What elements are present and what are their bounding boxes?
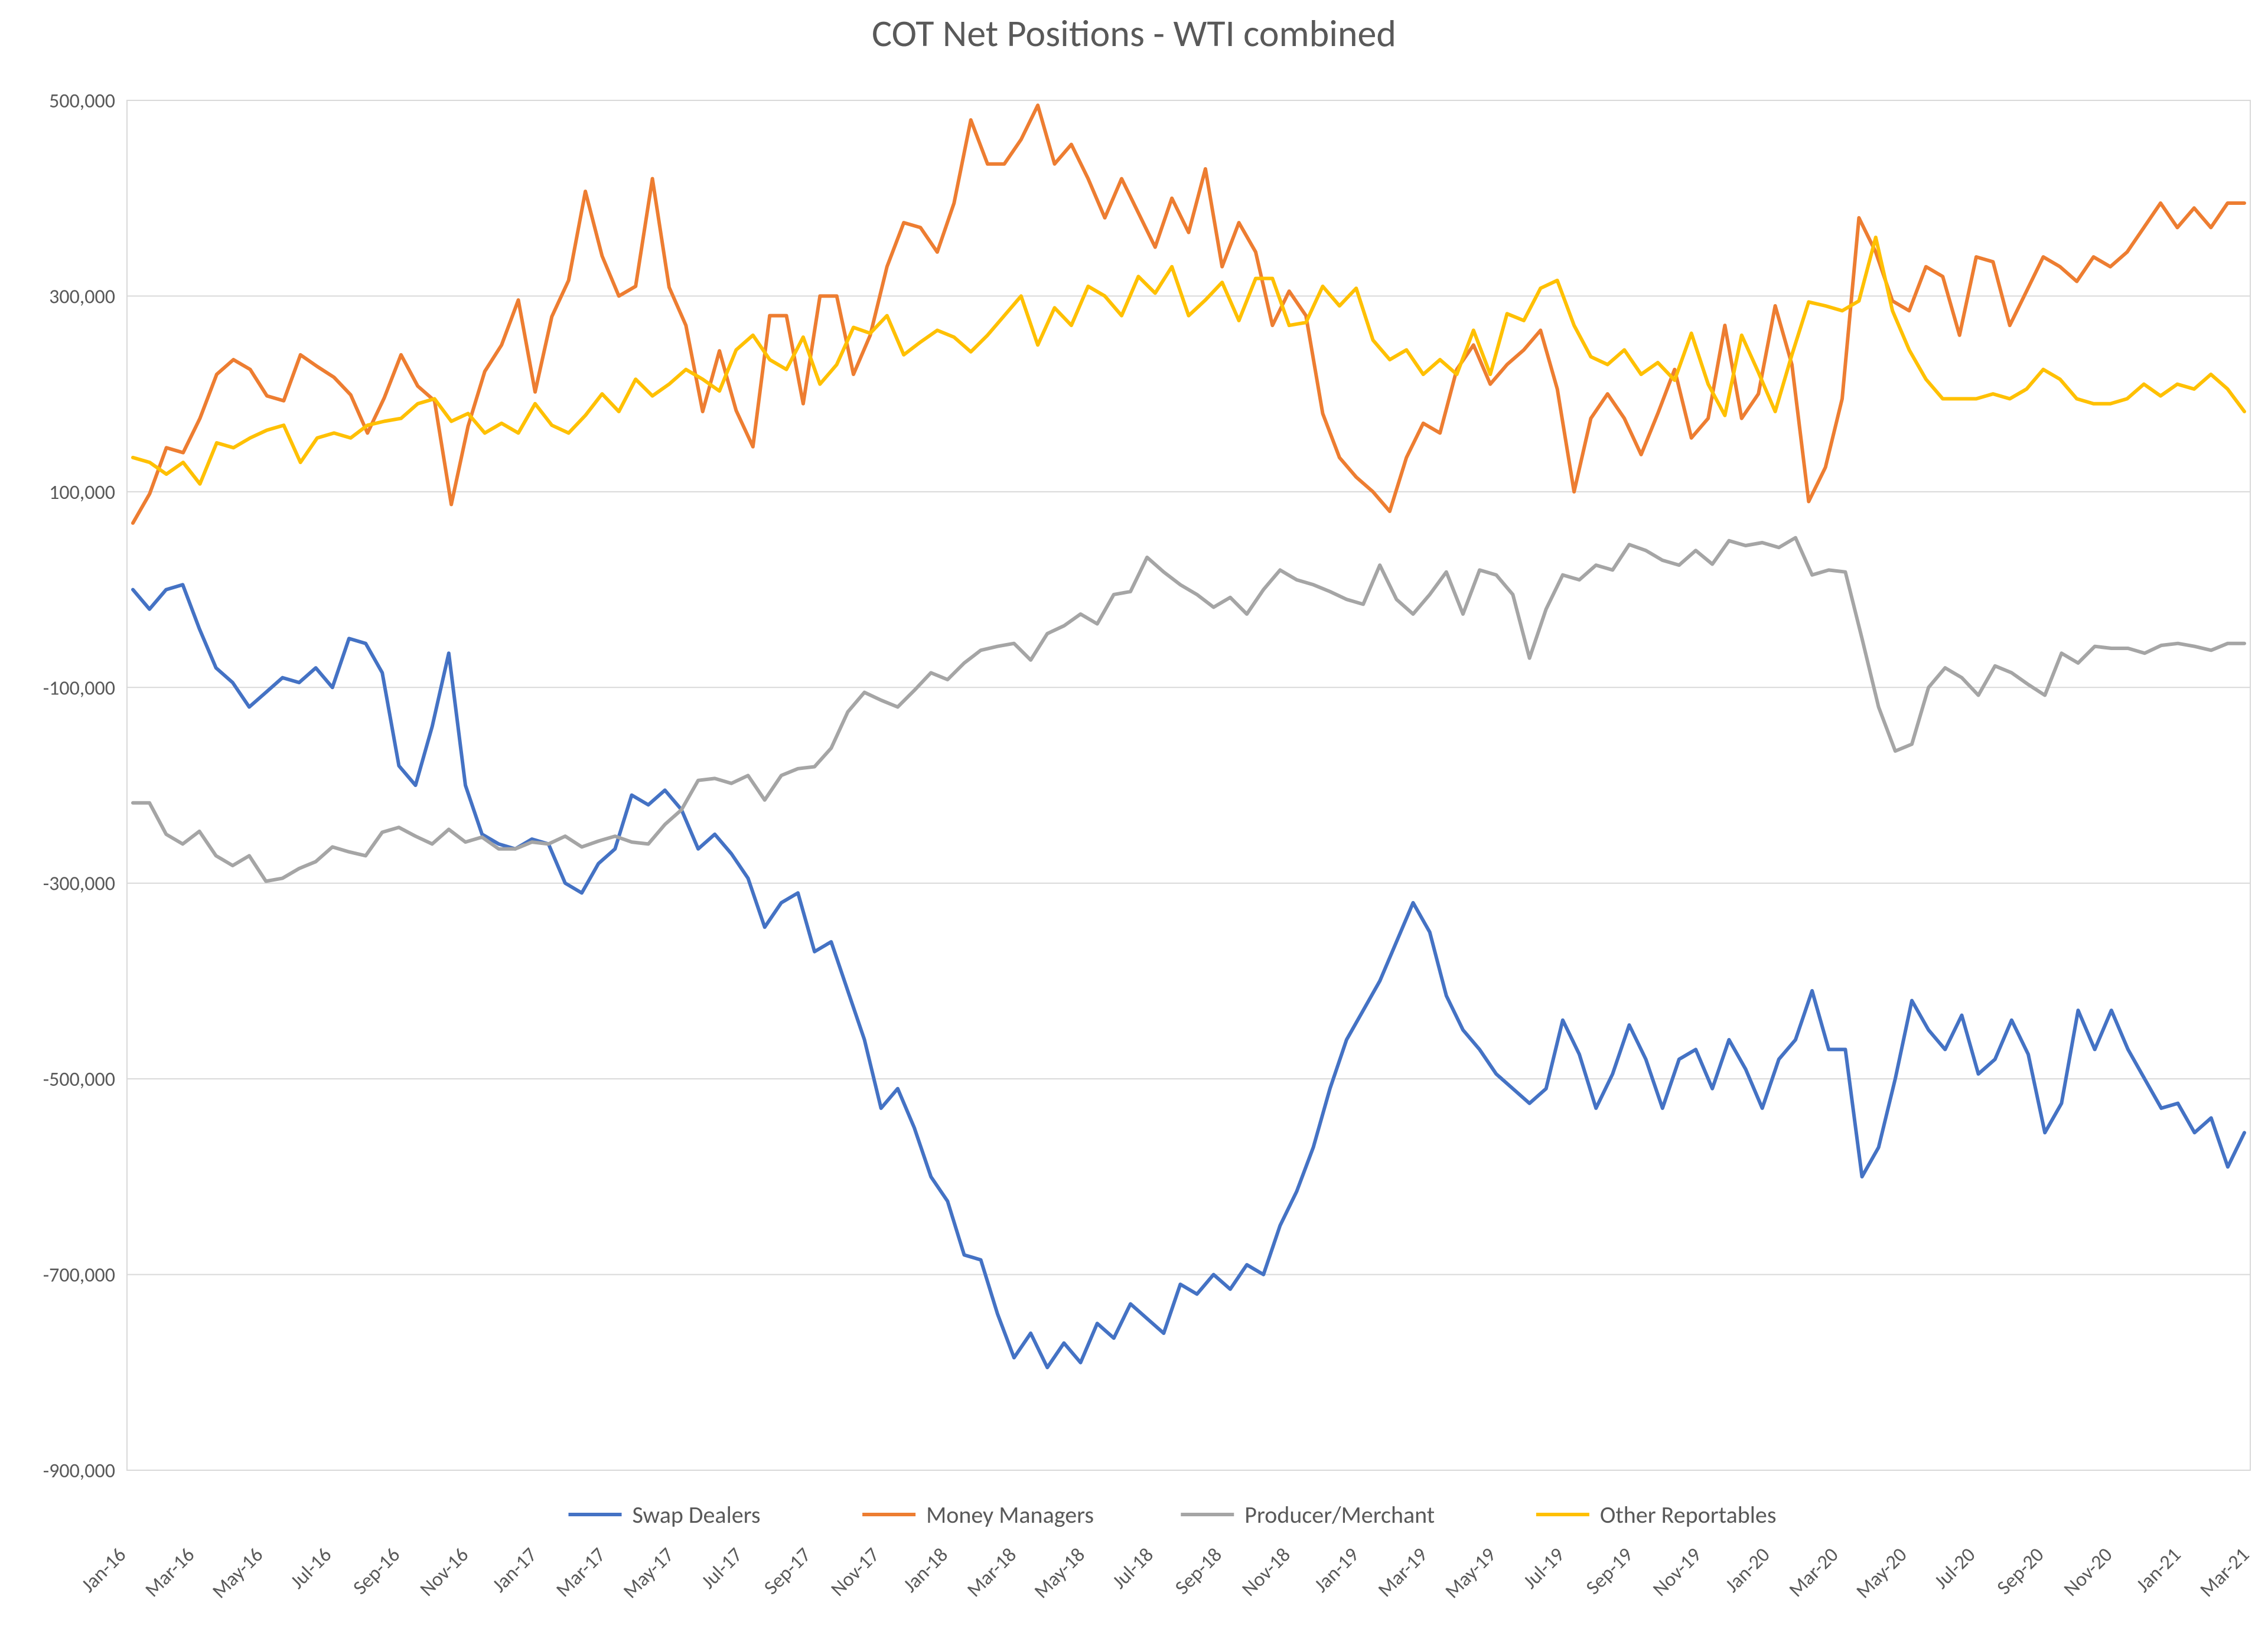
y-axis-label: 100,000 [49, 481, 115, 505]
legend-label: Swap Dealers [633, 1500, 761, 1529]
chart-container: COT Net Positions - WTI combined -900,00… [0, 0, 2268, 1645]
y-axis-label: -300,000 [43, 872, 115, 896]
chart-background [0, 0, 2268, 1645]
y-axis-label: -500,000 [43, 1068, 115, 1092]
y-axis-label: -900,000 [43, 1459, 115, 1483]
chart-title: COT Net Positions - WTI combined [0, 11, 2268, 57]
legend-label: Other Reportables [1600, 1500, 1777, 1529]
y-axis-label: -700,000 [43, 1264, 115, 1288]
y-axis-label: 500,000 [49, 89, 115, 113]
legend-label: Producer/Merchant [1244, 1500, 1435, 1529]
line-chart-svg: -900,000 -700,000 -500,000 -300,000 -100,000… [0, 0, 2268, 1645]
y-axis-label: 300,000 [49, 285, 115, 309]
legend-label: Money Managers [926, 1500, 1094, 1529]
y-axis-label: -100,000 [43, 676, 115, 700]
